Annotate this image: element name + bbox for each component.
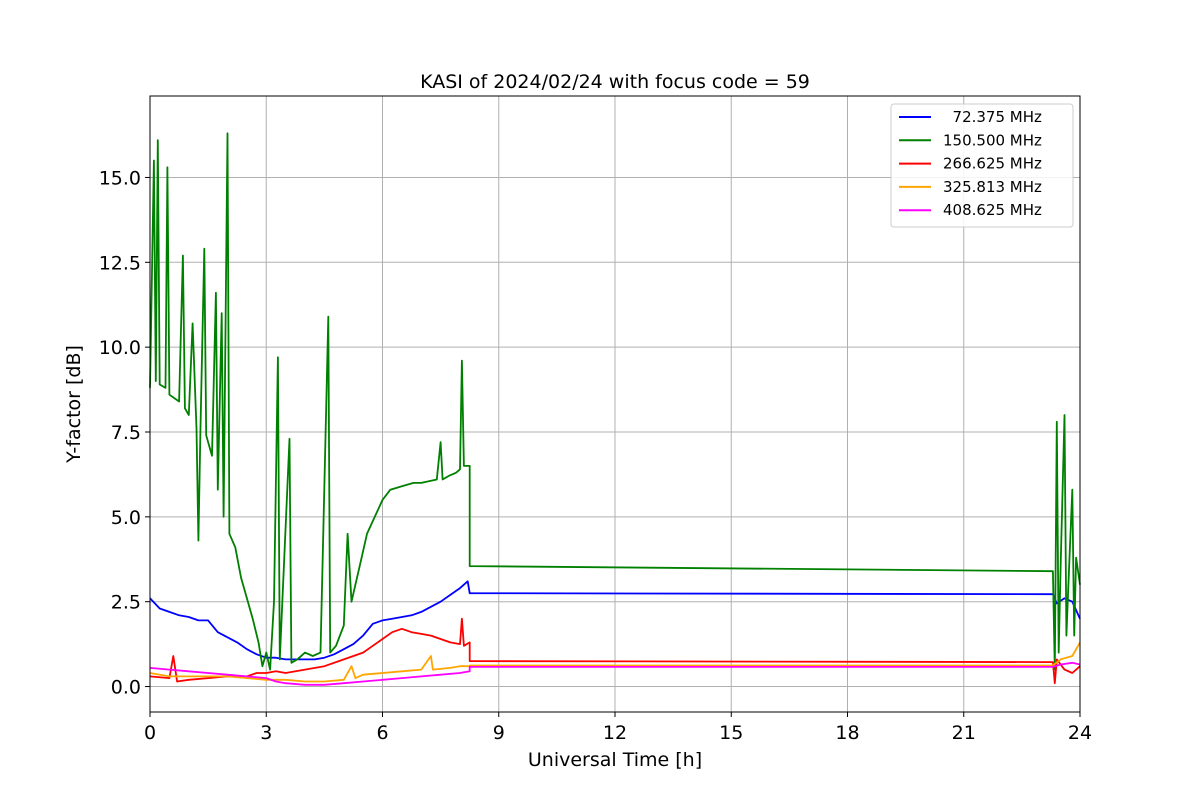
- y-tick-label: 12.5: [99, 252, 141, 274]
- series-line-2: [149, 132, 1081, 671]
- x-tick-label: 15: [719, 722, 743, 744]
- chart-title: KASI of 2024/02/24 with focus code = 59: [420, 71, 810, 93]
- legend: 72.375 MHz 150.500 MHz 266.625 MHz 325.813 …: [890, 103, 1074, 228]
- y-tick-label: 7.5: [111, 422, 141, 444]
- series-layer: [149, 132, 1081, 686]
- x-tick-label: 12: [603, 722, 627, 744]
- series-line-5: [149, 661, 1081, 686]
- x-tick-label: 24: [1068, 722, 1092, 744]
- legend-entry: 408.625 MHz: [943, 201, 1042, 219]
- x-axis: 0 3 6 9 12 15 18 21 24: [144, 712, 1092, 744]
- series-line-1: [149, 580, 1081, 661]
- series-line-4: [149, 641, 1081, 683]
- y-tick-label: 5.0: [111, 507, 141, 529]
- legend-box: [890, 103, 1074, 228]
- y-axis-label: Y-factor [dB]: [63, 345, 85, 464]
- x-tick-label: 6: [376, 722, 388, 744]
- x-tick-label: 0: [144, 722, 156, 744]
- x-tick-label: 9: [493, 722, 505, 744]
- legend-entry: 325.813 MHz: [943, 178, 1042, 196]
- legend-entry: 150.500 MHz: [943, 131, 1042, 149]
- x-tick-label: 21: [952, 722, 976, 744]
- y-tick-label: 15.0: [99, 167, 141, 189]
- y-tick-label: 2.5: [111, 592, 141, 614]
- y-axis: 0.0 2.5 5.0 7.5 10.0 12.5 15.0: [99, 167, 150, 699]
- legend-entry: 266.625 MHz: [943, 155, 1042, 173]
- x-axis-label: Universal Time [h]: [528, 749, 702, 771]
- y-tick-label: 10.0: [99, 337, 141, 359]
- x-tick-label: 3: [260, 722, 272, 744]
- x-tick-label: 18: [835, 722, 859, 744]
- legend-entry: 72.375 MHz: [943, 108, 1042, 126]
- y-tick-label: 0.0: [111, 677, 141, 699]
